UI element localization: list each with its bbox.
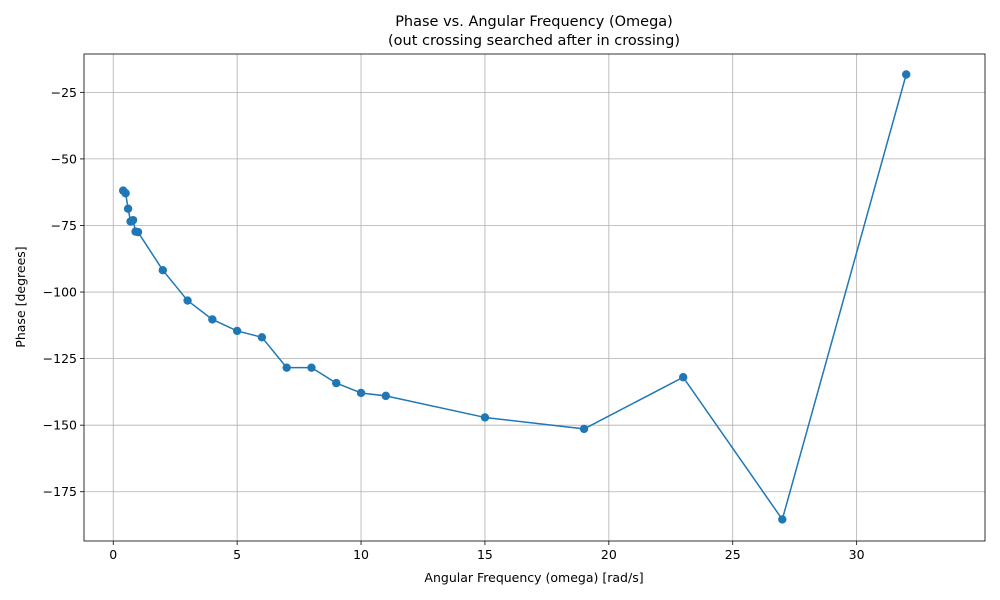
y-tick-label: −100 [43, 285, 77, 300]
data-point [778, 515, 787, 524]
y-tick-label: −125 [43, 351, 77, 366]
data-point [332, 378, 341, 388]
series-layer [118, 70, 911, 524]
data-point [678, 373, 688, 382]
data-point [123, 204, 133, 213]
data-point [381, 391, 391, 401]
data-point [307, 363, 316, 372]
data-point [133, 227, 143, 237]
y-tick-label: −50 [51, 151, 77, 166]
chart-title: Phase vs. Angular Frequency (Omega) [395, 14, 673, 30]
data-point [232, 326, 242, 336]
data-point [356, 388, 366, 398]
y-tick-label: −75 [51, 218, 77, 233]
x-tick-label: 25 [725, 547, 741, 562]
data-point [121, 189, 130, 198]
x-tick-label: 5 [233, 547, 241, 562]
data-point [208, 315, 217, 324]
data-point [257, 333, 267, 342]
x-tick-label: 10 [353, 547, 369, 562]
y-tick-label: −25 [51, 85, 77, 100]
x-tick-label: 30 [849, 547, 865, 562]
x-axis-label: Angular Frequency (omega) [rad/s] [424, 570, 643, 585]
y-axis-label: Phase [degrees] [13, 246, 28, 347]
y-tick-label: −150 [43, 418, 77, 433]
data-point [901, 70, 911, 79]
data-point [480, 413, 490, 422]
axis-ticks: 0 5 10 15 20 25 30 −175 −150 −125 −100 −75 −50 −25 [43, 85, 865, 562]
data-point [183, 296, 192, 305]
x-tick-label: 15 [477, 547, 493, 562]
y-tick-label: −175 [43, 484, 77, 499]
data-point [128, 215, 138, 225]
grid-lines [84, 54, 985, 541]
series-line [122, 74, 907, 521]
plot-frame [83, 53, 986, 542]
chart-subtitle: (out crossing searched after in crossing… [388, 33, 680, 49]
data-point [282, 363, 291, 372]
data-point [158, 266, 168, 275]
x-tick-label: 0 [109, 547, 117, 562]
data-point [579, 424, 589, 434]
x-tick-label: 20 [601, 547, 617, 562]
